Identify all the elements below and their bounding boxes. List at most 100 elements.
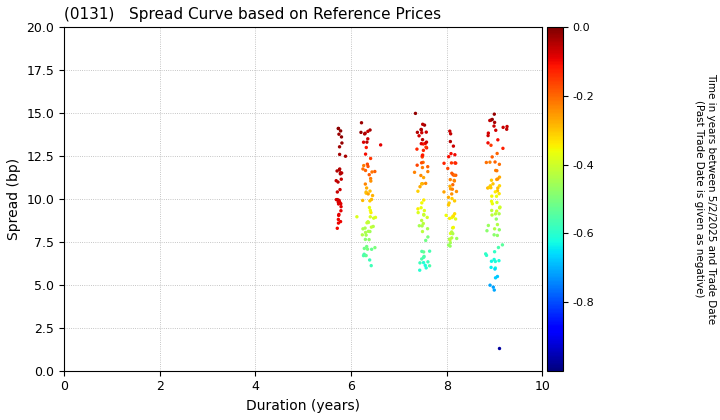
Point	[418, 220, 429, 227]
Point	[359, 225, 371, 231]
Point	[438, 189, 450, 195]
Point	[418, 259, 429, 266]
Point	[336, 203, 347, 210]
Point	[480, 250, 492, 257]
Point	[417, 228, 428, 235]
Point	[446, 234, 457, 241]
Point	[335, 207, 346, 214]
Point	[360, 151, 372, 158]
Point	[340, 153, 351, 160]
Point	[420, 144, 432, 150]
Point	[416, 160, 428, 166]
Point	[447, 230, 459, 237]
Point	[335, 128, 346, 134]
Point	[424, 262, 436, 269]
Point	[366, 196, 377, 203]
X-axis label: Duration (years): Duration (years)	[246, 399, 360, 413]
Point	[420, 262, 431, 269]
Point	[489, 111, 500, 118]
Point	[485, 142, 497, 149]
Point	[486, 177, 498, 184]
Point	[424, 248, 436, 255]
Point	[364, 213, 376, 220]
Point	[482, 139, 494, 146]
Point	[416, 200, 428, 206]
Point	[333, 197, 345, 204]
Point	[490, 274, 501, 281]
Point	[333, 220, 344, 226]
Point	[490, 258, 501, 265]
Point	[443, 194, 454, 201]
Point	[362, 128, 374, 135]
Point	[485, 264, 497, 271]
Point	[334, 199, 346, 205]
Point	[492, 244, 504, 251]
Point	[444, 215, 455, 222]
Point	[422, 168, 433, 175]
Point	[422, 234, 433, 240]
Point	[444, 183, 456, 189]
Point	[356, 119, 367, 126]
Point	[333, 166, 345, 173]
Point	[497, 241, 508, 248]
Point	[333, 131, 345, 138]
Point	[415, 140, 427, 147]
Point	[414, 260, 426, 266]
Point	[449, 178, 460, 184]
Point	[359, 131, 370, 137]
Point	[494, 174, 505, 181]
Point	[367, 223, 379, 230]
Point	[363, 219, 374, 226]
Point	[489, 266, 500, 273]
Point	[492, 176, 503, 182]
Point	[332, 178, 343, 185]
Point	[490, 159, 501, 165]
Point	[418, 159, 429, 166]
Point	[416, 248, 428, 255]
Point	[416, 154, 428, 160]
Point	[493, 257, 505, 264]
Point	[420, 129, 432, 136]
Point	[490, 167, 501, 174]
Point	[494, 161, 505, 168]
Point	[451, 188, 462, 195]
Point	[444, 243, 456, 249]
Point	[487, 154, 498, 160]
Point	[486, 198, 498, 205]
Point	[445, 131, 456, 137]
Point	[489, 248, 500, 255]
Y-axis label: Spread (bp): Spread (bp)	[7, 158, 21, 240]
Point	[366, 246, 377, 253]
Point	[487, 200, 498, 207]
Point	[443, 242, 454, 249]
Point	[360, 229, 372, 236]
Point	[415, 205, 427, 211]
Point	[492, 187, 503, 194]
Point	[487, 116, 498, 123]
Point	[375, 142, 387, 148]
Point	[438, 160, 450, 167]
Point	[359, 245, 370, 252]
Point	[484, 117, 495, 124]
Point	[490, 265, 501, 271]
Point	[417, 136, 428, 143]
Point	[362, 191, 374, 197]
Point	[361, 219, 373, 226]
Point	[489, 119, 500, 126]
Point	[446, 186, 458, 193]
Point	[335, 171, 346, 177]
Point	[333, 212, 344, 219]
Point	[498, 145, 509, 152]
Point	[486, 207, 498, 214]
Point	[418, 249, 429, 255]
Point	[335, 169, 346, 176]
Point	[444, 128, 456, 134]
Point	[492, 185, 503, 192]
Point	[446, 195, 458, 202]
Point	[418, 174, 429, 181]
Point	[488, 123, 500, 129]
Point	[417, 152, 428, 158]
Point	[486, 258, 498, 265]
Point	[422, 258, 433, 265]
Point	[491, 150, 503, 157]
